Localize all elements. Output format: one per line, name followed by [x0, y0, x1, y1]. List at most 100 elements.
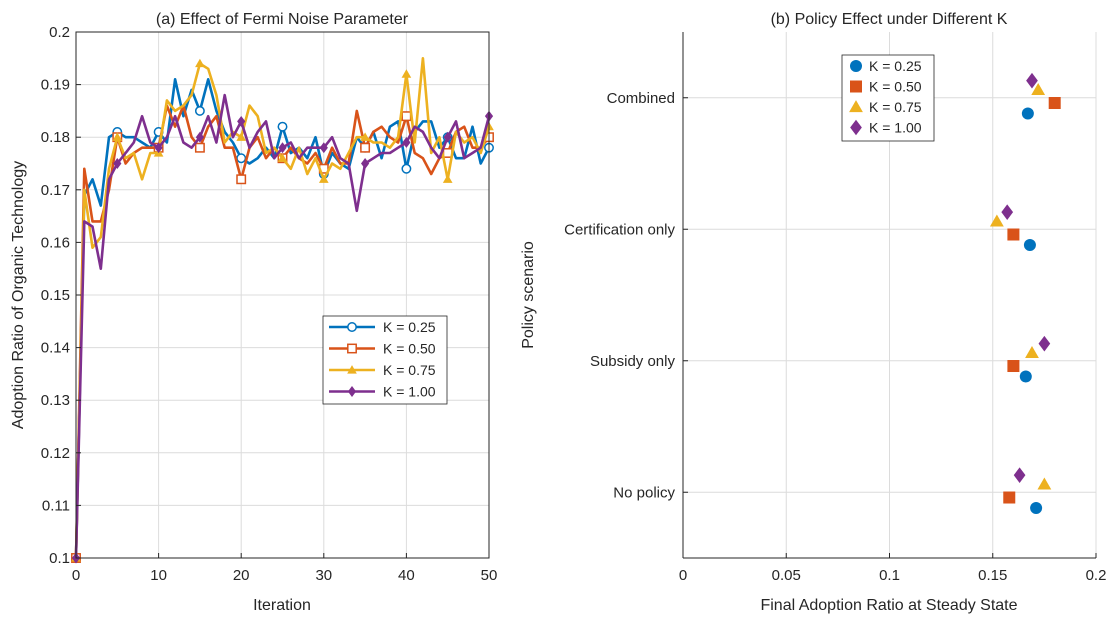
- panel-b-ylabel: Policy scenario: [520, 241, 537, 349]
- panel-b-x-tick-label: 0: [679, 567, 687, 584]
- panel-a-y-tick-label: 0.16: [41, 234, 70, 251]
- panel-a-legend-label: K = 1.00: [383, 384, 436, 400]
- panel-a-y-tick-label: 0.19: [41, 77, 70, 94]
- panel-b-legend-marker: [850, 119, 862, 136]
- panel-a-legend-label: K = 0.75: [383, 362, 436, 378]
- panel-a-title: (a) Effect of Fermi Noise Parameter: [156, 11, 409, 28]
- panel-a-y-tick-label: 0.11: [42, 497, 70, 514]
- panel-a-legend-marker: [347, 322, 357, 332]
- panel-b-series-1: [1019, 107, 1043, 515]
- panel-b-data-point: [1037, 477, 1052, 490]
- panel-b-data-point: [1007, 360, 1020, 373]
- panel-b-x-tick-label: 0.2: [1086, 567, 1107, 584]
- panel-a-data-point: [443, 131, 452, 143]
- panel-a-data-point: [236, 132, 247, 141]
- panel-b-data-point: [1038, 335, 1051, 352]
- panel-a-data-point: [237, 115, 246, 127]
- panel-a-y-tick-label: 0.13: [41, 392, 70, 409]
- panel-a-data-point: [236, 153, 247, 164]
- panel-a-x-tick-label: 50: [481, 567, 498, 584]
- panel-b-x-tick-label: 0.15: [978, 567, 1007, 584]
- panel-a-data-point: [277, 121, 288, 132]
- panel-a-legend-marker: [347, 386, 357, 397]
- panel-a-data-point: [194, 142, 205, 153]
- panel-b-xlabel: Final Adoption Ratio at Steady State: [760, 597, 1017, 614]
- panel-a-legend: K = 0.25 K = 0.50 K = 0.75 K = 1.00: [322, 315, 448, 405]
- panel-b-data-point: [989, 214, 1004, 227]
- panel-a-x-tick-label: 30: [315, 567, 332, 584]
- panel-a-legend-label: K = 0.25: [383, 319, 436, 335]
- panel-b-legend-marker: [849, 100, 863, 113]
- panel-a-data-point: [113, 158, 122, 169]
- panel-a-data-point: [194, 105, 205, 116]
- panel-a-chart: (a) Effect of Fermi Noise Parameter 0 10 2…: [10, 11, 497, 614]
- panel-a-data-point: [401, 69, 412, 78]
- panel-b-series-2: [1003, 97, 1061, 504]
- panel-a-data-point: [360, 132, 370, 141]
- panel-a-y-tick-label: 0.14: [41, 340, 70, 357]
- panel-b-series: [989, 72, 1061, 515]
- panel-b-category-label: No policy: [613, 484, 675, 501]
- panel-a-data-point: [401, 111, 412, 122]
- panel-b-title: (b) Policy Effect under Different K: [771, 11, 1008, 28]
- panel-a-legend-marker: [347, 365, 357, 374]
- panel-b-grid: [682, 32, 1097, 558]
- panel-b-data-point: [1025, 345, 1039, 359]
- panel-b-legend: K = 0.25 K = 0.50 K = 0.75 K = 1.00: [841, 54, 935, 142]
- panel-a-data-point: [318, 174, 329, 183]
- panel-a-y-tick-label: 0.12: [41, 445, 70, 462]
- panel-a-y-tick-label: 0.15: [41, 287, 70, 304]
- panel-a-y-tick-label: 0.17: [41, 182, 70, 199]
- panel-b-legend-marker: [850, 80, 862, 93]
- panel-b-legend-label: K = 0.25: [869, 58, 922, 74]
- panel-a-x-tick-label: 0: [72, 567, 80, 584]
- panel-b-ticks: 0 0.05 0.1 0.15 0.2 No policy Subsidy only Cert…: [564, 90, 1106, 584]
- panel-a-y-tick-label: 0.1: [49, 550, 70, 567]
- panel-a-data-point: [195, 58, 205, 68]
- panel-b-data-point: [1007, 228, 1020, 241]
- panel-b-x-tick-label: 0.05: [772, 567, 801, 584]
- panel-b-category-label: Subsidy only: [590, 353, 676, 370]
- panel-a-data-point: [154, 142, 163, 154]
- panel-b-category-label: Combined: [607, 90, 675, 107]
- panel-b-series-3: [989, 82, 1052, 490]
- panel-b-data-point: [1003, 491, 1016, 504]
- panel-a-legend-label: K = 0.50: [383, 341, 436, 357]
- panel-b-data-point: [1030, 502, 1043, 515]
- panel-b-legend-marker: [850, 60, 862, 72]
- panel-a-series-4: [71, 93, 494, 564]
- panel-a-legend-marker: [347, 343, 357, 354]
- panel-a-data-point: [236, 174, 247, 185]
- panel-a-data-point: [278, 142, 287, 154]
- panel-b-legend-label: K = 1.00: [869, 120, 922, 136]
- panel-a-data-point: [112, 132, 123, 141]
- panel-a-data-point: [442, 174, 453, 183]
- panel-b-data-point: [1026, 72, 1038, 89]
- panel-b-data-point: [1001, 204, 1014, 220]
- panel-b-series-4: [1001, 72, 1051, 483]
- panel-a-y-tick-label: 0.2: [49, 24, 70, 41]
- panel-b-data-point: [1021, 107, 1034, 120]
- panel-a-legend-box: [322, 315, 448, 405]
- panel-b-x-tick-label: 0.1: [879, 567, 900, 584]
- panel-b-data-point: [1048, 97, 1061, 110]
- panel-a-ticks: 0 10 20 30 40 50 0.1 0.11 0.12 0.13 0.14 0.15 0.16 0.…: [41, 24, 498, 584]
- panel-b-data-point: [1031, 82, 1046, 96]
- panel-a-x-tick-label: 10: [150, 567, 167, 584]
- panel-a-data-point: [360, 142, 371, 153]
- panel-a-data-point: [195, 131, 204, 143]
- panel-b-data-point: [1019, 370, 1032, 383]
- panel-a-data-point: [401, 163, 412, 174]
- panel-b-legend-label: K = 0.75: [869, 99, 922, 115]
- panel-a-data-point: [319, 142, 328, 154]
- panel-a-xlabel: Iteration: [253, 597, 311, 614]
- panel-b-data-point: [1013, 467, 1026, 483]
- panel-a-y-tick-label: 0.18: [41, 129, 70, 146]
- panel-a-data-point: [361, 158, 370, 169]
- panel-a-data-point: [402, 137, 411, 148]
- panel-b-chart: (b) Policy Effect under Different K 0 0.0…: [520, 11, 1106, 614]
- panel-b-legend-label: K = 0.50: [869, 79, 922, 95]
- panel-b-data-point: [1023, 239, 1036, 252]
- panel-a-ylabel: Adoption Ratio of Organic Technology: [10, 161, 27, 429]
